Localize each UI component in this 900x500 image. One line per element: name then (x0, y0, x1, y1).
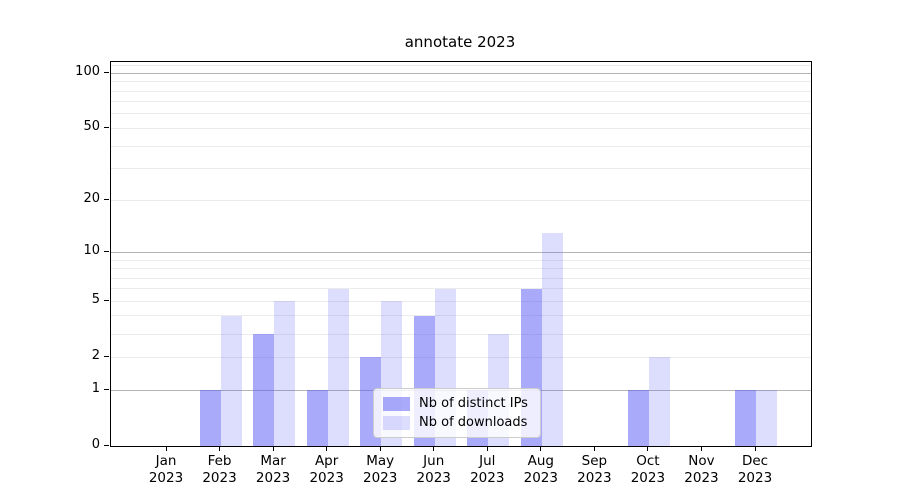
plot-canvas (111, 62, 811, 446)
plot-area (110, 61, 812, 447)
y-tick-label-2: 2 (91, 348, 100, 364)
bar-downloads-dec (756, 390, 777, 446)
minor-gridline-2 (111, 356, 811, 358)
minor-gridline-6 (111, 288, 811, 290)
bar-downloads-apr (327, 288, 349, 446)
x-tick-mark-may (379, 446, 381, 451)
y-tick-mark-100 (104, 71, 109, 73)
y-tick-mark-2 (104, 355, 109, 357)
x-tick-label-aug: Aug 2023 (523, 453, 558, 486)
x-tick-label-jul: Jul 2023 (470, 453, 505, 486)
y-tick-mark-10 (104, 250, 109, 252)
legend-label-distinct-ips: Nb of distinct IPs (419, 396, 528, 411)
x-tick-label-dec: Dec 2023 (737, 453, 773, 486)
minor-gridline-5 (111, 300, 811, 302)
bar-distinct-ips-dec (735, 390, 756, 446)
bar-downloads-oct (648, 357, 670, 446)
x-tick-mark-aug (540, 446, 542, 451)
y-tick-mark-1 (104, 388, 109, 390)
x-tick-mark-feb (219, 446, 221, 451)
y-tick-mark-5 (104, 299, 109, 301)
x-tick-label-sep: Sep 2023 (577, 453, 612, 486)
x-tick-label-nov: Nov 2023 (684, 453, 719, 486)
bar-distinct-ips-oct (627, 390, 649, 446)
x-tick-label-feb: Feb 2023 (202, 453, 237, 486)
y-tick-label-100: 100 (75, 64, 100, 80)
minor-gridline-30 (111, 168, 811, 170)
minor-gridline-90 (111, 81, 811, 83)
bar-distinct-ips-apr (306, 390, 328, 446)
legend-label-downloads: Nb of downloads (419, 415, 528, 430)
bar-distinct-ips-mar (253, 334, 275, 446)
legend-item-downloads: Nb of downloads (383, 415, 528, 430)
x-tick-mark-jan (165, 446, 167, 451)
y-tick-label-20: 20 (83, 191, 100, 207)
y-tick-label-0: 0 (91, 437, 100, 452)
minor-gridline-9 (111, 259, 811, 261)
y-tick-label-5: 5 (91, 292, 100, 308)
chart-title: annotate 2023 (404, 33, 516, 51)
bar-downloads-feb (220, 315, 242, 446)
minor-gridline-40 (111, 145, 811, 147)
x-tick-label-oct: Oct 2023 (630, 453, 666, 486)
bar-distinct-ips-feb (199, 390, 221, 446)
x-tick-mark-nov (700, 446, 702, 451)
x-tick-label-jan: Jan 2023 (148, 453, 184, 486)
minor-gridline-4 (111, 315, 811, 317)
x-tick-mark-sep (593, 446, 595, 451)
minor-gridline-70 (111, 101, 811, 103)
x-tick-mark-jun (433, 446, 435, 451)
x-tick-mark-dec (754, 446, 756, 451)
x-tick-label-mar: Mar 2023 (255, 453, 291, 486)
minor-gridline-20 (111, 199, 811, 201)
y-tick-label-50: 50 (83, 119, 100, 135)
major-gridline-100 (111, 72, 811, 74)
x-tick-mark-apr (326, 446, 328, 451)
y-tick-label-1: 1 (91, 381, 100, 396)
legend-item-distinct-ips: Nb of distinct IPs (383, 396, 528, 411)
minor-gridline-80 (111, 90, 811, 92)
minor-gridline-7 (111, 277, 811, 279)
minor-gridline-3 (111, 333, 811, 335)
y-tick-label-10: 10 (83, 243, 100, 259)
y-tick-mark-0 (104, 444, 109, 446)
minor-gridline-8 (111, 268, 811, 269)
legend-swatch-distinct-ips (383, 396, 410, 411)
y-tick-mark-50 (104, 126, 109, 128)
x-tick-label-may: May 2023 (362, 453, 398, 486)
x-tick-label-jun: Jun 2023 (416, 453, 451, 486)
x-tick-mark-jul (486, 446, 488, 451)
x-tick-mark-mar (272, 446, 274, 451)
bar-downloads-aug (541, 232, 563, 446)
minor-gridline-60 (111, 113, 811, 115)
y-tick-mark-20 (104, 198, 109, 200)
major-gridline-10 (111, 251, 811, 253)
legend: Nb of distinct IPs Nb of downloads (373, 388, 541, 438)
minor-gridline-50 (111, 127, 811, 129)
minor-gridline-110 (111, 65, 811, 67)
x-tick-mark-oct (647, 446, 649, 451)
legend-swatch-downloads (383, 415, 410, 430)
x-tick-label-apr: Apr 2023 (309, 453, 344, 486)
bar-downloads-mar (274, 301, 296, 446)
